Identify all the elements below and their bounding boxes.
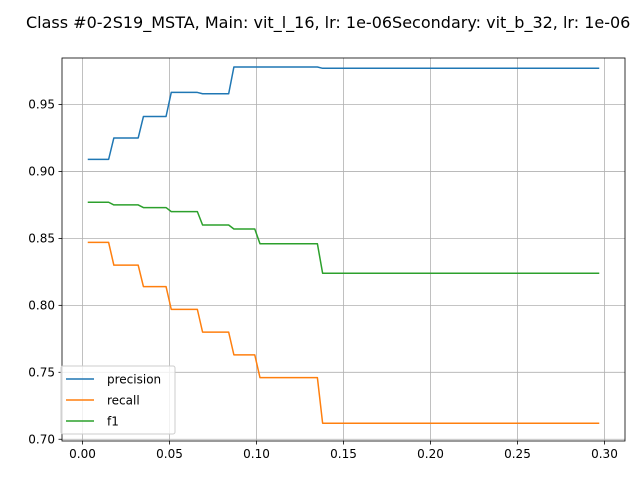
legend: precision recall f1 bbox=[60, 365, 176, 435]
legend-label-recall: recall bbox=[107, 394, 140, 408]
y-tick-label: 0.90 bbox=[28, 164, 55, 178]
y-tick-label: 0.75 bbox=[28, 365, 55, 379]
x-tick-label: 0.00 bbox=[69, 447, 96, 461]
legend-box bbox=[60, 365, 176, 435]
legend-label-precision: precision bbox=[107, 373, 161, 387]
x-tick-label: 0.05 bbox=[156, 447, 183, 461]
y-tick-label: 0.85 bbox=[28, 231, 55, 245]
x-tick-label: 0.15 bbox=[330, 447, 357, 461]
series-line-recall bbox=[87, 241, 600, 424]
x-tick-label: 0.25 bbox=[504, 447, 531, 461]
chart-title: Class #0-2S19_MSTA, Main: vit_l_16, lr: … bbox=[26, 13, 630, 33]
grid bbox=[62, 58, 625, 441]
y-tick-label: 0.80 bbox=[28, 298, 55, 312]
axis-ticks: 0.00 0.05 0.10 0.15 0.20 0.25 0.30 0.70 0.75 0.80… bbox=[28, 97, 618, 461]
series-lines bbox=[87, 66, 600, 424]
series-line-precision bbox=[87, 66, 600, 161]
y-tick-label: 0.70 bbox=[28, 432, 55, 446]
series-line-f1 bbox=[87, 201, 600, 274]
y-tick-label: 0.95 bbox=[28, 97, 55, 111]
x-tick-label: 0.20 bbox=[417, 447, 444, 461]
legend-label-f1: f1 bbox=[107, 415, 119, 429]
x-tick-label: 0.10 bbox=[243, 447, 270, 461]
x-tick-label: 0.30 bbox=[591, 447, 618, 461]
